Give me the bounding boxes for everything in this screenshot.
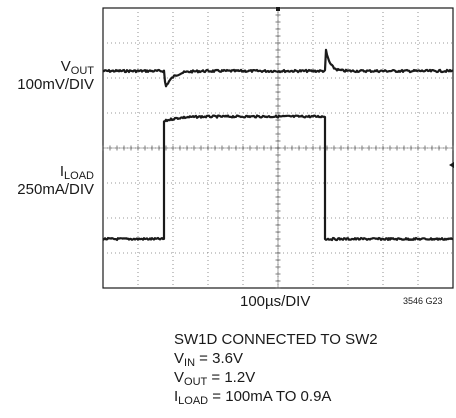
iload-channel-label: ILOAD 250mA/DIV: [17, 163, 94, 198]
trigger-point: [276, 7, 280, 11]
condition-line: ILOAD = 100mA TO 0.9A: [174, 388, 332, 407]
figure-id: 3546 G23: [403, 296, 443, 306]
iload-trace: [102, 114, 454, 242]
test-conditions: SW1D CONNECTED TO SW2 VIN = 3.6V VOUT = …: [174, 330, 378, 407]
grid: [102, 7, 454, 289]
traces: [102, 48, 454, 242]
timebase-label: 100µs/DIV: [240, 293, 311, 310]
vout-trace: [102, 48, 454, 88]
condition-line: SW1D CONNECTED TO SW2: [174, 331, 378, 348]
condition-line: VOUT = 1.2V: [174, 369, 256, 388]
vout-scale: 100mV/DIV: [17, 76, 94, 93]
vout-channel-label: VOUT 100mV/DIV: [17, 58, 94, 93]
condition-line: VIN = 3.6V: [174, 350, 243, 369]
iload-scale: 250mA/DIV: [17, 181, 94, 198]
trigger-marker: [449, 162, 454, 168]
